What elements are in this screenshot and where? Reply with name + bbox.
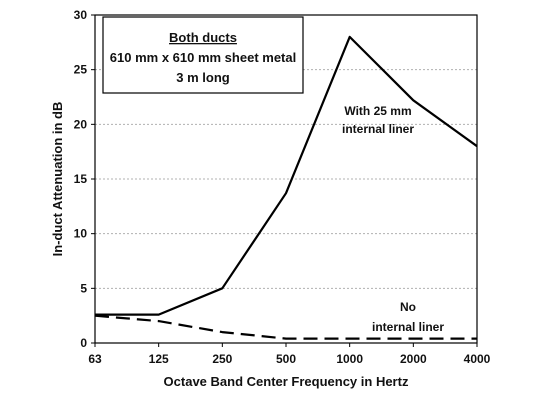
x-tick-label: 500 xyxy=(276,352,296,366)
grid-lines xyxy=(95,69,477,289)
x-tick-label: 125 xyxy=(149,352,169,366)
x-tick-label: 4000 xyxy=(464,352,491,366)
info-box-frame xyxy=(102,16,304,94)
y-tick-label: 0 xyxy=(80,336,87,350)
x-tick-label: 63 xyxy=(88,352,102,366)
series-line-dashed xyxy=(94,314,477,340)
x-axis-ticks: 63 125 250 500 1000 2000 4000 xyxy=(88,343,491,366)
x-axis-label: Octave Band Center Frequency in Hertz xyxy=(164,374,409,389)
x-tick-label: 250 xyxy=(212,352,232,366)
y-tick-label: 10 xyxy=(74,227,88,241)
x-tick-label: 1000 xyxy=(336,352,363,366)
series-lines xyxy=(94,35,478,340)
y-tick-label: 30 xyxy=(74,8,88,22)
y-axis-ticks: 0 5 10 15 20 25 30 xyxy=(74,8,95,350)
annotation-unlined-line2: internal liner xyxy=(372,320,444,334)
annotation-unlined-line1: No xyxy=(400,300,416,314)
y-tick-label: 20 xyxy=(74,117,88,131)
annotation-unlined: No internal liner xyxy=(372,300,444,334)
y-axis-label: In-duct Attenuation in dB xyxy=(50,102,65,257)
info-box-line1: 610 mm x 610 mm sheet metal xyxy=(110,50,296,65)
y-tick-label: 25 xyxy=(74,63,88,77)
info-box-title: Both ducts xyxy=(169,30,237,45)
annotation-lined-line2: internal liner xyxy=(342,122,414,136)
info-box: Both ducts 610 mm x 610 mm sheet metal 3… xyxy=(102,16,304,94)
annotation-lined-line1: With 25 mm xyxy=(344,104,411,118)
y-tick-label: 5 xyxy=(80,281,87,295)
info-box-line2: 3 m long xyxy=(176,70,230,85)
x-tick-label: 2000 xyxy=(400,352,427,366)
annotation-lined: With 25 mm internal liner xyxy=(342,104,414,136)
series-line-solid xyxy=(95,35,478,316)
y-tick-label: 15 xyxy=(74,172,88,186)
